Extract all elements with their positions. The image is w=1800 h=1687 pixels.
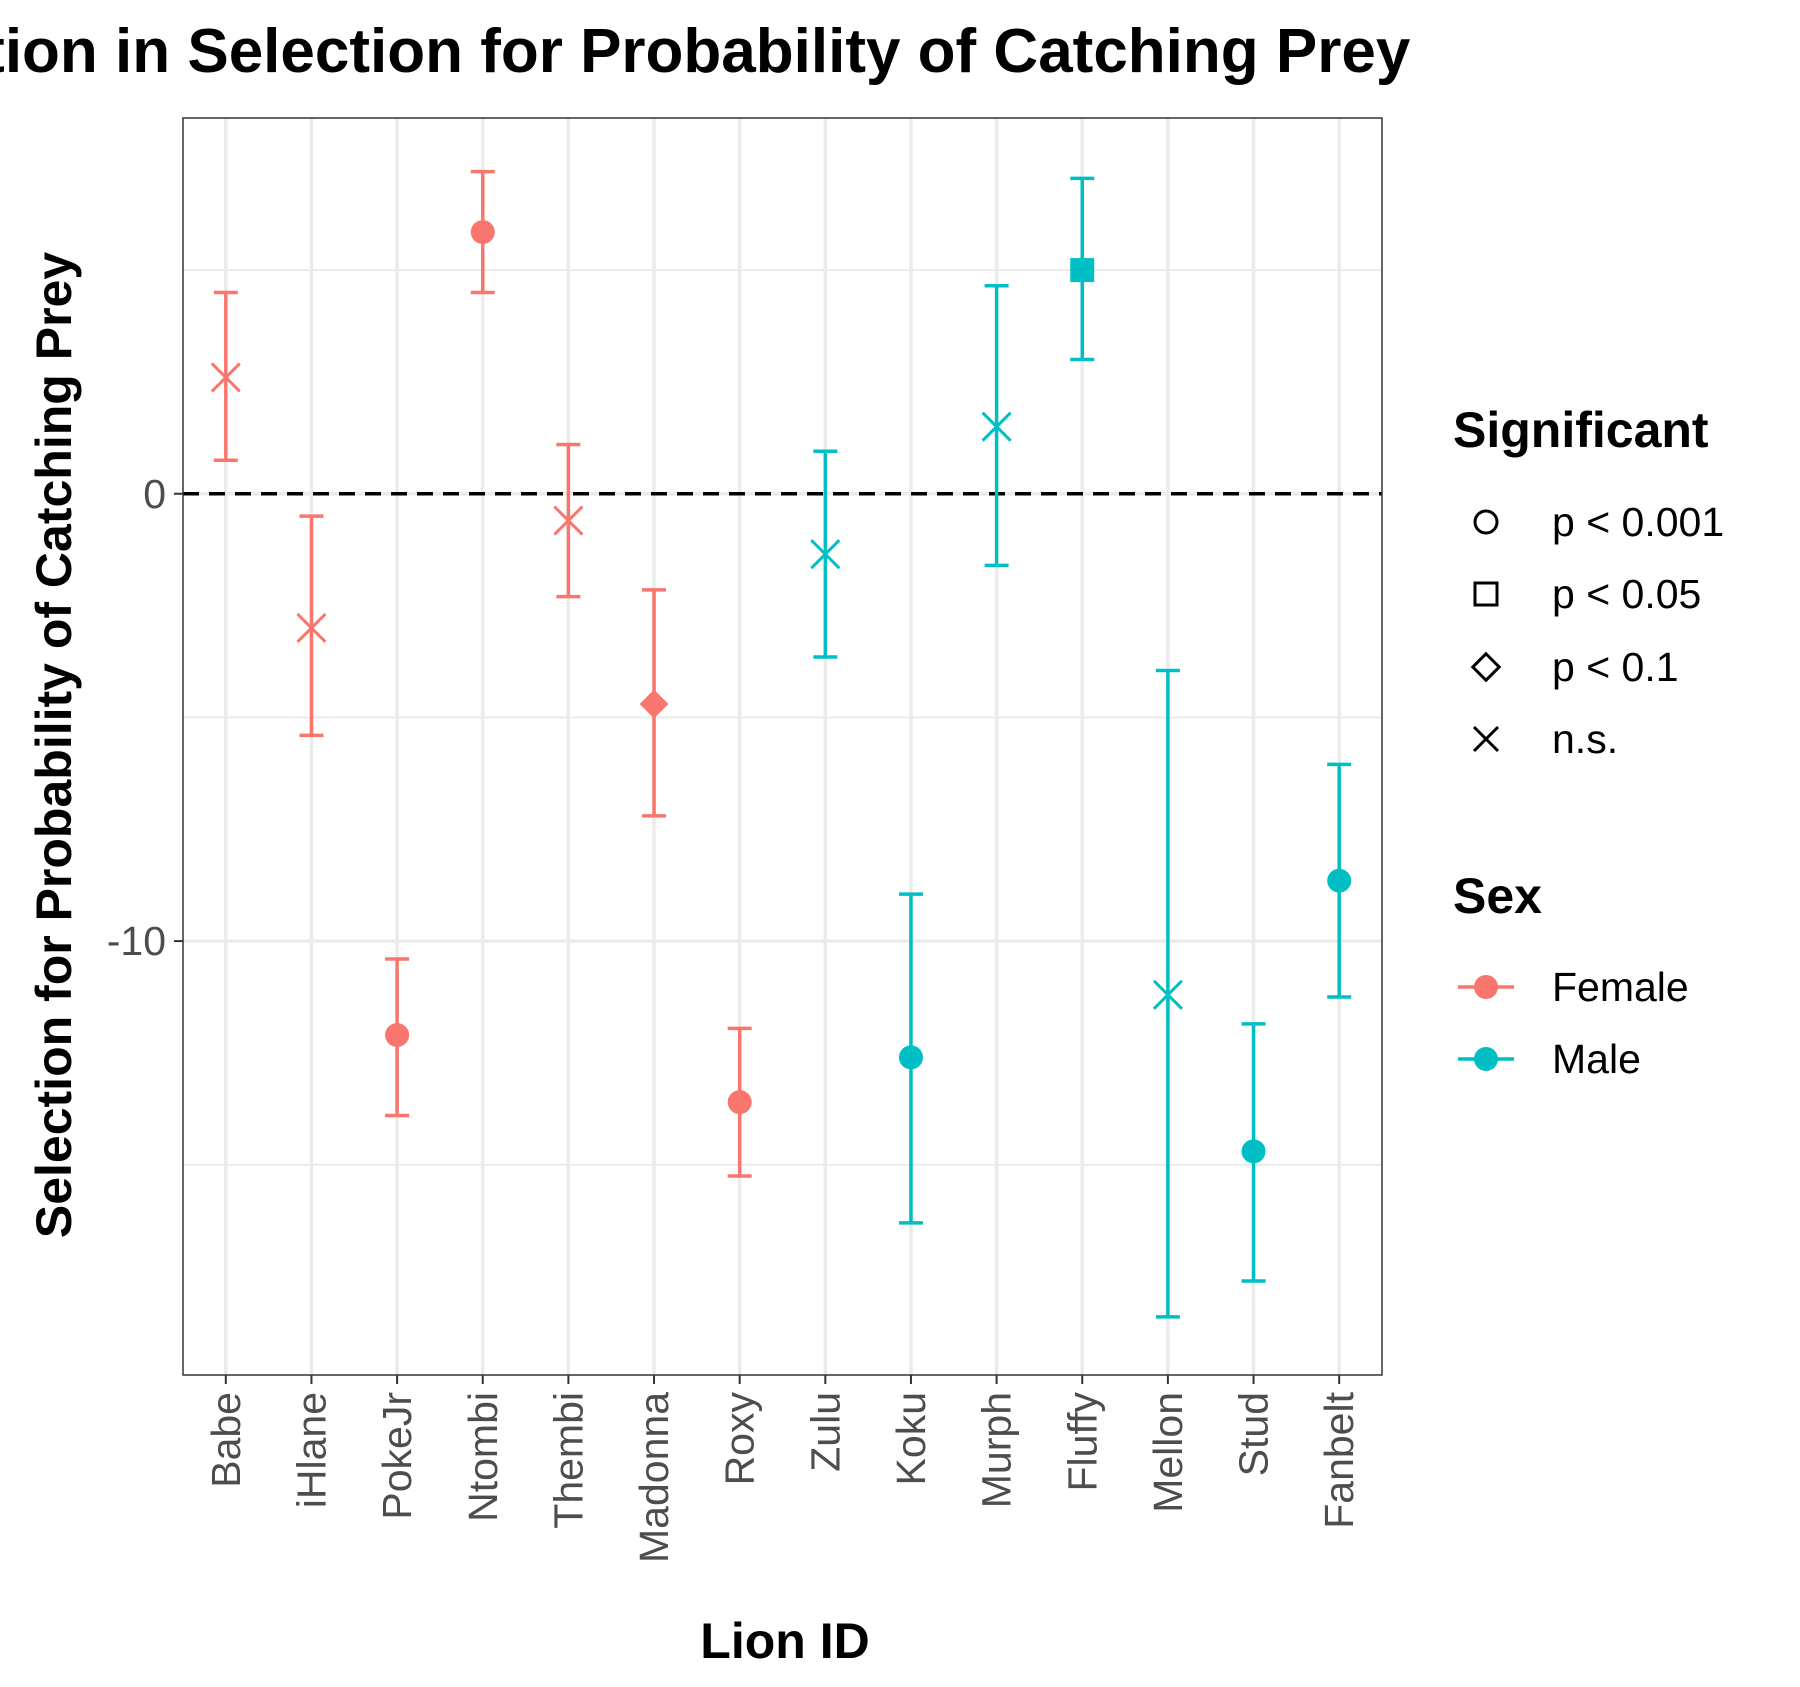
x-axis-ticks: Babe iHlane PokeJr Ntombi Thembi Madonna Roxy Z… <box>203 1375 1362 1563</box>
marker-pokejr <box>385 1023 410 1048</box>
grid-lines <box>183 118 1382 1375</box>
data-point-stud <box>1241 1022 1266 1283</box>
marker-zulu <box>810 539 841 570</box>
legend-key-square <box>1473 581 1499 607</box>
x-tick-label-ntombi: Ntombi <box>460 1392 506 1522</box>
data-point-zulu <box>810 449 841 659</box>
x-tick-label-babe: Babe <box>203 1392 249 1488</box>
legend-key-cross <box>1472 725 1500 753</box>
y-axis-ticks: 0 -10 <box>107 471 183 964</box>
legend-entry-p-0-05: p < 0.05 <box>1473 571 1701 617</box>
x-tick-label-stud: Stud <box>1231 1392 1277 1476</box>
y-tick-label: 0 <box>143 471 166 517</box>
x-tick-label-fluffy: Fluffy <box>1059 1392 1105 1492</box>
legend-color-entries: Female Male <box>1458 964 1689 1082</box>
marker-stud <box>1241 1139 1266 1164</box>
legend-color-title: Sex <box>1453 868 1542 924</box>
marker-babe <box>210 362 241 393</box>
data-point-ihlane <box>296 514 327 738</box>
x-tick-label-koku: Koku <box>888 1392 934 1485</box>
marker-ntombi <box>470 220 495 245</box>
data-point-fanbelt <box>1327 762 1352 999</box>
marker-madonna <box>639 689 669 719</box>
data-point-babe <box>210 290 241 462</box>
marker-fluffy <box>1070 258 1095 283</box>
legend-entry-n-s: n.s. <box>1472 716 1618 762</box>
data-point-mellon <box>1152 668 1183 1319</box>
marker-ihlane <box>296 612 327 644</box>
data-point-fluffy <box>1070 176 1095 362</box>
data-point-thembi <box>553 442 584 599</box>
x-tick-label-fanbelt: Fanbelt <box>1316 1391 1362 1528</box>
marker-roxy <box>727 1090 752 1115</box>
legend-entry-male: Male <box>1458 1036 1641 1082</box>
legend-shape-title: Significant <box>1453 402 1709 458</box>
data-marks <box>210 169 1352 1319</box>
data-point-koku <box>898 892 923 1225</box>
marker-murph <box>981 411 1012 442</box>
x-tick-label-ihlane: iHlane <box>288 1392 334 1508</box>
x-axis-label: Lion ID <box>700 1613 869 1669</box>
legend-key-circle <box>1473 509 1499 535</box>
legend: Significant p < 0.001 p < 0.05 p < 0.1 n.s.… <box>1453 402 1724 1082</box>
chart-title: ation in Selection for Probability of Ca… <box>0 17 1411 86</box>
legend-label: p < 0.05 <box>1552 571 1701 617</box>
marker-koku <box>898 1045 923 1070</box>
x-tick-label-zulu: Zulu <box>802 1392 848 1472</box>
legend-shape-entries: p < 0.001 p < 0.05 p < 0.1 n.s. <box>1470 499 1724 762</box>
legend-label: p < 0.1 <box>1552 644 1679 690</box>
legend-label: p < 0.001 <box>1552 499 1724 545</box>
marker-fanbelt <box>1327 868 1352 893</box>
marker-thembi <box>553 505 584 536</box>
legend-label: Female <box>1552 964 1689 1010</box>
data-point-roxy <box>727 1026 752 1178</box>
legend-key-diamond <box>1470 651 1502 683</box>
plot-panel <box>182 117 1383 1376</box>
marker-mellon <box>1152 979 1183 1010</box>
legend-label: n.s. <box>1552 716 1618 762</box>
y-axis-label: Selection for Probability of Catching Pr… <box>26 252 82 1238</box>
error-bar-ihlane <box>299 514 324 738</box>
x-tick-label-madonna: Madonna <box>631 1392 677 1563</box>
data-point-ntombi <box>470 169 495 295</box>
legend-entry-p-0-001: p < 0.001 <box>1473 499 1724 545</box>
x-tick-label-roxy: Roxy <box>717 1392 763 1486</box>
legend-entry-female: Female <box>1458 964 1689 1010</box>
y-tick-label: -10 <box>107 918 166 964</box>
x-tick-label-thembi: Thembi <box>545 1392 591 1529</box>
legend-entry-p-0-1: p < 0.1 <box>1470 644 1679 690</box>
legend-label: Male <box>1552 1036 1641 1082</box>
data-point-pokejr <box>385 957 410 1118</box>
x-tick-label-mellon: Mellon <box>1145 1392 1191 1513</box>
data-point-murph <box>981 283 1012 568</box>
x-tick-label-pokejr: PokeJr <box>374 1392 420 1520</box>
data-point-madonna <box>639 588 669 818</box>
x-tick-label-murph: Murph <box>974 1392 1020 1508</box>
